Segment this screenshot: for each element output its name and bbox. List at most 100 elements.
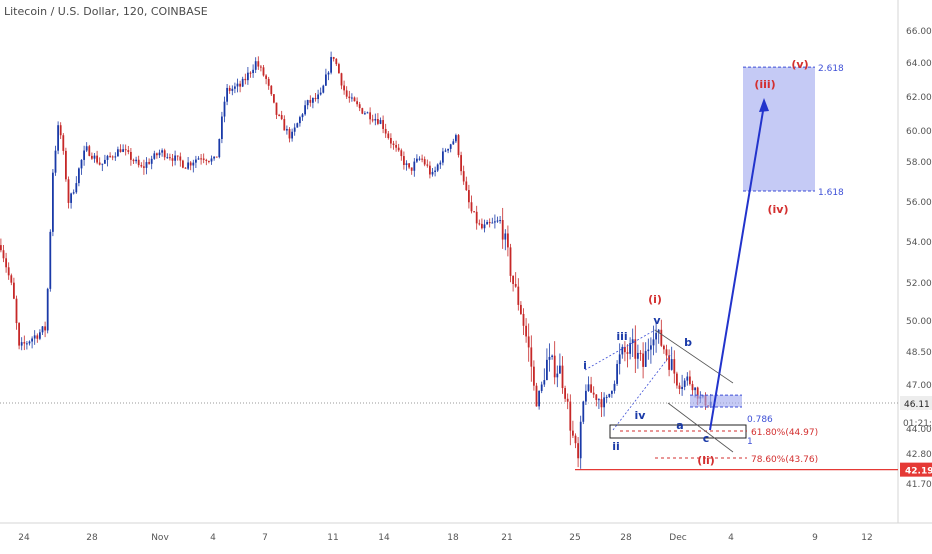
price-tick-label: 54.00 — [906, 238, 932, 248]
candle-body — [530, 347, 533, 367]
candle-body — [410, 167, 413, 171]
candle-body — [236, 83, 239, 87]
price-tick-label: 64.00 — [906, 59, 932, 69]
candle-body — [140, 165, 143, 167]
candle-body — [642, 353, 644, 367]
candle-body — [351, 97, 353, 99]
candle-body — [340, 73, 343, 86]
candle-body — [44, 326, 46, 331]
candle-body — [657, 329, 660, 333]
candle-body — [28, 341, 31, 344]
candle-body — [525, 325, 527, 337]
candle-body — [288, 129, 291, 139]
candle-body — [663, 345, 665, 350]
time-tick-label: 28 — [620, 533, 632, 543]
candle-body — [652, 339, 655, 346]
candle-body — [221, 116, 223, 140]
wave-label: b — [684, 336, 692, 349]
candle-body — [57, 125, 59, 151]
candle-body — [234, 86, 236, 89]
candle-body — [200, 158, 202, 160]
candle-body — [132, 159, 135, 162]
candle-body — [15, 298, 18, 324]
candle-body — [275, 102, 278, 115]
candle-body — [429, 165, 431, 175]
candle-body — [91, 155, 93, 159]
candle-body — [507, 233, 509, 248]
candle-body — [88, 146, 91, 156]
wave-label: (i) — [648, 293, 662, 306]
candle-body — [434, 170, 436, 172]
candle-body — [176, 155, 179, 157]
candle-body — [23, 342, 26, 344]
candle-body — [59, 125, 62, 136]
candle-body — [36, 335, 39, 339]
candle-body — [475, 211, 478, 224]
candle-body — [20, 342, 23, 346]
time-tick-label: Dec — [669, 533, 686, 543]
candle-body — [694, 387, 696, 391]
candle-body — [364, 113, 366, 115]
candle-body — [520, 304, 522, 314]
candle-body — [293, 127, 296, 132]
candle-body — [325, 74, 327, 86]
candle-body — [335, 58, 338, 65]
candle-body — [426, 164, 429, 166]
candle-body — [187, 162, 189, 169]
candle-body — [338, 64, 340, 74]
candle-body — [696, 387, 699, 399]
candle-body — [522, 313, 525, 326]
candle-body — [540, 384, 543, 391]
candle-body — [174, 155, 176, 161]
candle-body — [332, 57, 335, 59]
candle-body — [681, 386, 683, 389]
time-tick-label: Nov — [151, 533, 169, 543]
price-tick-label: 66.00 — [906, 27, 932, 37]
candle-body — [119, 149, 122, 152]
candle-body — [156, 153, 158, 156]
candle-body — [192, 162, 195, 166]
wave-label: a — [676, 419, 683, 432]
candle-body — [405, 163, 408, 165]
candle-body — [280, 115, 283, 120]
candle-body — [257, 61, 260, 67]
fib-label-1: 1 — [747, 437, 753, 447]
candle-body — [306, 100, 309, 106]
candle-body — [598, 399, 600, 401]
candle-body — [551, 355, 553, 357]
candle-body — [148, 162, 150, 164]
candle-body — [447, 148, 449, 151]
candle-body — [465, 181, 468, 191]
candle-body — [158, 152, 161, 156]
candle-body — [291, 131, 293, 139]
candle-body — [317, 94, 319, 100]
candle-body — [104, 159, 106, 164]
low-price-tag: 42.19 — [905, 467, 932, 477]
candle-body — [553, 355, 556, 378]
candle-body — [0, 245, 2, 251]
wave-label: iv — [635, 409, 647, 422]
candle-body — [52, 172, 54, 232]
candle-body — [473, 211, 475, 213]
candle-body — [449, 144, 452, 149]
fib-label-1618: 1.618 — [818, 188, 844, 198]
candle-body — [301, 114, 304, 118]
candle-body — [252, 69, 254, 74]
candle-body — [499, 220, 501, 222]
retracement-box — [690, 395, 742, 407]
candle-body — [496, 220, 499, 222]
candle-body — [319, 92, 322, 95]
wave-label: (iv) — [768, 203, 789, 216]
candle-body — [231, 88, 234, 91]
time-tick-label: 21 — [501, 533, 512, 543]
candle-body — [538, 390, 540, 407]
candle-body — [145, 162, 148, 168]
candle-body — [501, 220, 504, 240]
candle-body — [195, 159, 197, 163]
candle-body — [169, 157, 171, 159]
candle-body — [137, 159, 140, 166]
candle-body — [215, 156, 218, 158]
candle-body — [421, 158, 423, 160]
candle-body — [559, 365, 561, 374]
